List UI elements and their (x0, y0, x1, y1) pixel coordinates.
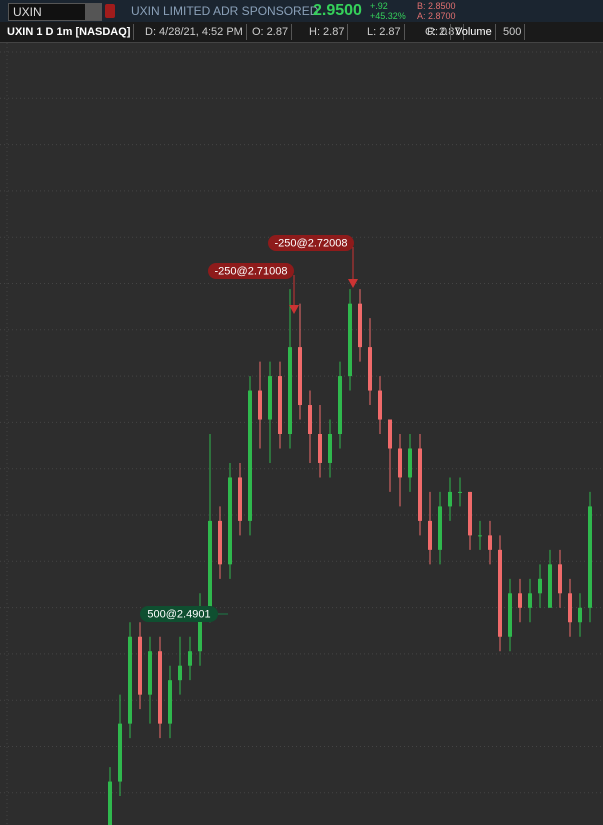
order-arrow (348, 279, 358, 288)
volume-label: Volume (452, 24, 496, 40)
order-label: -250@2.71008 (215, 265, 288, 277)
change-pct: +45.32% (370, 11, 406, 21)
candle-body (188, 651, 192, 666)
candle-body (348, 303, 352, 377)
volume: 500 (500, 24, 526, 40)
candle-body (158, 651, 162, 724)
order-bubble (268, 235, 354, 251)
candle-body (408, 448, 412, 478)
candle-body (318, 434, 322, 463)
order-arrow (289, 305, 299, 314)
candle-body (308, 405, 312, 434)
ask: A: 2.8700 (417, 11, 456, 21)
order-bubble (208, 263, 294, 279)
candle-body (258, 390, 262, 420)
candle-body (398, 448, 402, 478)
candle-body (268, 376, 272, 420)
candle-body (328, 434, 332, 463)
candle-body (418, 448, 422, 521)
candle-body (208, 520, 212, 608)
candle-body (488, 535, 492, 550)
candle-body (478, 535, 482, 537)
dropdown[interactable] (85, 4, 101, 20)
candle-body (538, 578, 542, 594)
candle-body (528, 593, 532, 608)
range: R: 0 (424, 24, 452, 40)
symbol: UXIN (13, 5, 42, 19)
quote-bar (0, 0, 603, 22)
candle-body (548, 564, 552, 608)
candle-body (358, 303, 362, 348)
candle-body (108, 781, 112, 825)
candle-body (248, 390, 252, 521)
candle-body (168, 680, 172, 724)
candle-body (428, 520, 432, 550)
candle-body (558, 564, 562, 594)
candle-body (568, 593, 572, 623)
candle-body (378, 390, 382, 420)
candle-body (118, 723, 122, 782)
candle-body (438, 506, 442, 550)
candle-body (128, 636, 132, 724)
candle-body (178, 665, 182, 681)
candle-body (468, 491, 472, 536)
candle-body (588, 506, 592, 608)
candle-body (238, 477, 242, 521)
candle-body (448, 491, 452, 507)
candle-body (388, 419, 392, 449)
candle-body (228, 477, 232, 565)
candle-body (288, 347, 292, 434)
candle-body (218, 520, 222, 565)
last-price: 2.9500 (313, 2, 362, 19)
order-bubble (140, 606, 218, 622)
candle-body (508, 593, 512, 637)
alert-icon[interactable] (105, 4, 115, 18)
date: D: 4/28/21, 4:52 PM (142, 24, 247, 40)
candle-body (578, 607, 582, 623)
candle-body (278, 376, 282, 434)
candle-body (368, 347, 372, 391)
open: O: 2.87 (249, 24, 293, 40)
change: +.92 (370, 1, 388, 11)
candle-body (338, 376, 342, 434)
close: C: 2.87 (422, 24, 465, 40)
info-bar (0, 22, 603, 43)
candle-body (458, 491, 462, 493)
chart-title: UXIN 1 D 1m [NASDAQ] (4, 24, 135, 40)
symbol-box[interactable]: UXIN (8, 3, 102, 21)
bid: B: 2.8500 (417, 1, 456, 11)
description: UXIN LIMITED ADR SPONSORED (131, 4, 319, 18)
low: L: 2.87 (364, 24, 405, 40)
candle-body (298, 347, 302, 406)
chart: -250@2.72008 -250@2.71008 500@2.4901 (0, 43, 603, 825)
order-label: -250@2.72008 (275, 237, 348, 249)
order-label: 500@2.4901 (147, 608, 210, 620)
candle-body (148, 651, 152, 695)
candle-body (518, 593, 522, 608)
high: H: 2.87 (306, 24, 349, 40)
candle-body (138, 636, 142, 695)
candle-body (498, 549, 502, 637)
candle-body (198, 607, 202, 652)
